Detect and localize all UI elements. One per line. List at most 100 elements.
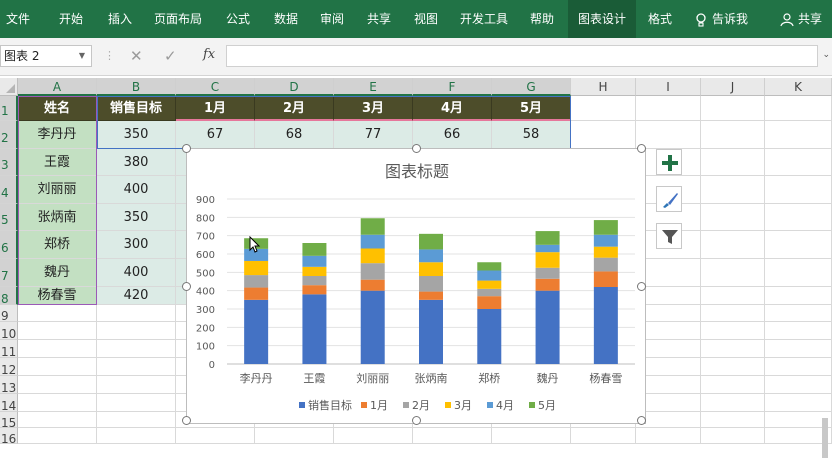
ribbon-tab-2[interactable]: 开始 [58,12,83,26]
bar-segment[interactable] [360,263,385,280]
row-header-3[interactable]: 3 [0,149,18,176]
resize-handle[interactable] [637,144,646,153]
grid-cell[interactable] [701,322,765,340]
bar-segment[interactable] [302,255,327,267]
table-header-cell[interactable]: 2月 [255,96,334,121]
grid-cell[interactable] [701,394,765,412]
grid-cell[interactable] [18,376,97,394]
resize-handle[interactable] [182,144,191,153]
grid-cell[interactable] [18,305,97,322]
column-header-K[interactable]: K [765,78,832,96]
grid-cell[interactable] [636,287,701,305]
grid-cell[interactable] [571,428,636,444]
target-cell[interactable]: 350 [97,121,176,149]
bar-segment[interactable] [593,246,618,258]
name-cell[interactable]: 李丹丹 [18,121,97,149]
cancel-icon[interactable]: ✕ [130,47,143,65]
bar-segment[interactable] [302,285,327,295]
column-header-H[interactable]: H [571,78,636,96]
bar-segment[interactable] [244,260,269,276]
target-cell[interactable]: 400 [97,176,176,204]
grid-cell[interactable] [18,394,97,412]
bar-segment[interactable] [477,309,502,364]
table-header-cell[interactable]: 1月 [176,96,255,121]
name-cell[interactable]: 魏丹 [18,259,97,287]
row-header-15[interactable]: 15 [0,412,18,430]
grid-cell[interactable] [97,394,176,412]
grid-cell[interactable] [701,259,765,287]
column-header-G[interactable]: G [492,78,571,96]
column-header-F[interactable]: F [413,78,492,96]
bar-segment[interactable] [244,275,269,288]
bar-segment[interactable] [419,291,443,300]
grid-cell[interactable] [636,96,701,121]
column-header-B[interactable]: B [97,78,176,96]
formula-input[interactable] [226,45,818,67]
grid-cell[interactable] [765,358,832,376]
bar-segment[interactable] [360,248,385,264]
bar-segment[interactable] [419,276,443,292]
grid-cell[interactable] [765,305,832,322]
resize-handle[interactable] [412,416,421,425]
bar-segment[interactable] [593,220,618,235]
ribbon-tab-13[interactable]: 格式 [647,12,672,26]
name-box[interactable]: 图表 2 ▼ [0,45,92,67]
grid-cell[interactable] [334,428,413,444]
grid-cell[interactable] [636,394,701,412]
ribbon-tab-11[interactable]: 帮助 [529,12,554,26]
bar-segment[interactable] [419,233,443,250]
grid-cell[interactable] [701,121,765,149]
ribbon-tab-7[interactable]: 审阅 [319,12,344,26]
grid-cell[interactable] [97,376,176,394]
chart-styles-button[interactable] [656,186,682,212]
row-header-8[interactable]: 8 [0,287,18,306]
chart-filters-button[interactable] [656,223,682,249]
grid-cell[interactable] [636,149,701,176]
month-cell[interactable]: 68 [255,121,334,149]
bar-segment[interactable] [535,267,560,279]
row-header-7[interactable]: 7 [0,259,18,287]
row-header-11[interactable]: 11 [0,340,18,359]
bar-segment[interactable] [302,276,327,286]
grid-cell[interactable] [701,149,765,176]
target-cell[interactable]: 350 [97,204,176,231]
column-header-E[interactable]: E [334,78,413,96]
grid-cell[interactable] [18,428,97,444]
chart-elements-button[interactable] [656,149,682,175]
bar-segment[interactable] [244,287,269,300]
ribbon-tab-3[interactable]: 插入 [107,12,132,26]
month-cell[interactable]: 66 [413,121,492,149]
grid-cell[interactable] [765,121,832,149]
expand-formula-icon[interactable]: ⌄ [822,50,830,60]
bar-segment[interactable] [535,252,560,268]
grid-cell[interactable] [18,412,97,428]
bar-segment[interactable] [419,249,443,263]
grid-cell[interactable] [97,358,176,376]
grid-cell[interactable] [97,340,176,358]
bar-segment[interactable] [593,271,618,287]
table-header-cell[interactable]: 姓名 [18,96,97,121]
grid-cell[interactable] [97,428,176,444]
ribbon-tab-9[interactable]: 视图 [413,12,438,26]
bar-segment[interactable] [360,290,385,364]
bar-segment[interactable] [244,299,269,364]
resize-handle[interactable] [637,416,646,425]
bar-segment[interactable] [477,280,502,289]
grid-cell[interactable] [701,340,765,358]
column-header-J[interactable]: J [701,78,765,96]
grid-cell[interactable] [765,149,832,176]
bar-segment[interactable] [477,270,502,281]
bar-segment[interactable] [535,278,560,291]
bar-segment[interactable] [244,248,269,261]
target-cell[interactable]: 400 [97,259,176,287]
bar-segment[interactable] [477,288,502,297]
vertical-scrollbar[interactable] [820,418,830,458]
grid-cell[interactable] [492,428,571,444]
table-header-cell[interactable]: 5月 [492,96,571,121]
bar-segment[interactable] [593,287,618,364]
grid-cell[interactable] [571,121,636,149]
month-cell[interactable]: 58 [492,121,571,149]
target-cell[interactable]: 300 [97,231,176,259]
grid-cell[interactable] [636,231,701,259]
grid-cell[interactable] [765,376,832,394]
